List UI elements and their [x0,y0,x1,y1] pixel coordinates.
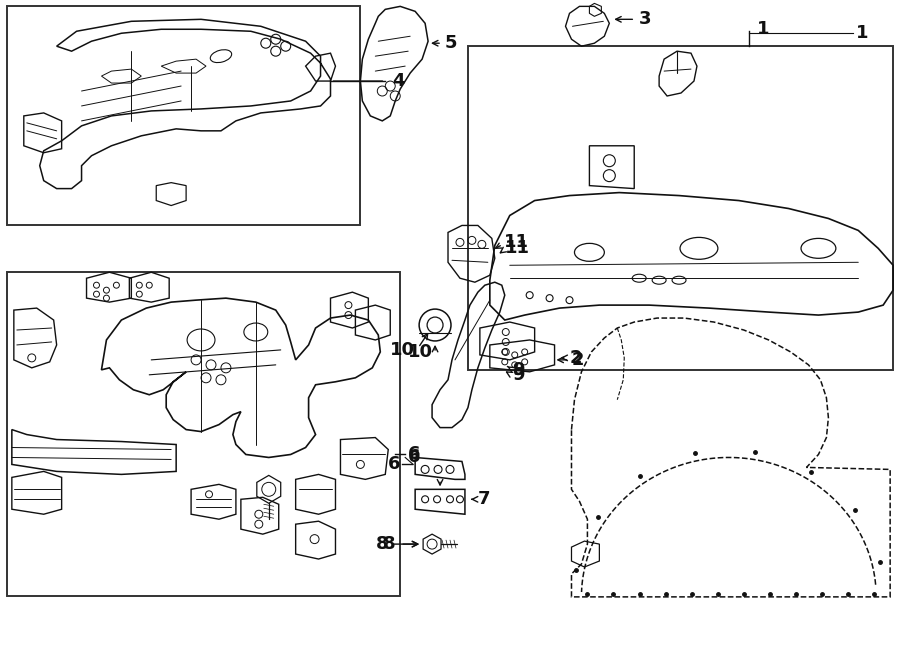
Text: 9: 9 [512,361,524,379]
Text: 5: 5 [445,34,457,52]
Text: 6: 6 [388,455,400,473]
Text: 2: 2 [570,349,582,367]
Text: 1: 1 [856,24,868,42]
Bar [7,7,360,226]
Text: 10: 10 [408,343,433,361]
Text: 10: 10 [390,341,415,359]
Text: 7: 7 [478,491,491,508]
Text: 4: 4 [392,72,405,90]
Bar [7,272,400,596]
Text: 9: 9 [512,366,524,384]
Text: 11: 11 [504,234,529,252]
Text: 3: 3 [639,11,652,28]
Text: 6: 6 [409,446,420,463]
Text: 11: 11 [505,240,530,258]
Text: 8: 8 [382,535,395,553]
Text: 6: 6 [409,448,420,467]
Text: 1: 1 [757,21,770,38]
Bar [468,46,893,370]
Text: 8: 8 [375,535,388,553]
Text: 2: 2 [572,351,584,369]
